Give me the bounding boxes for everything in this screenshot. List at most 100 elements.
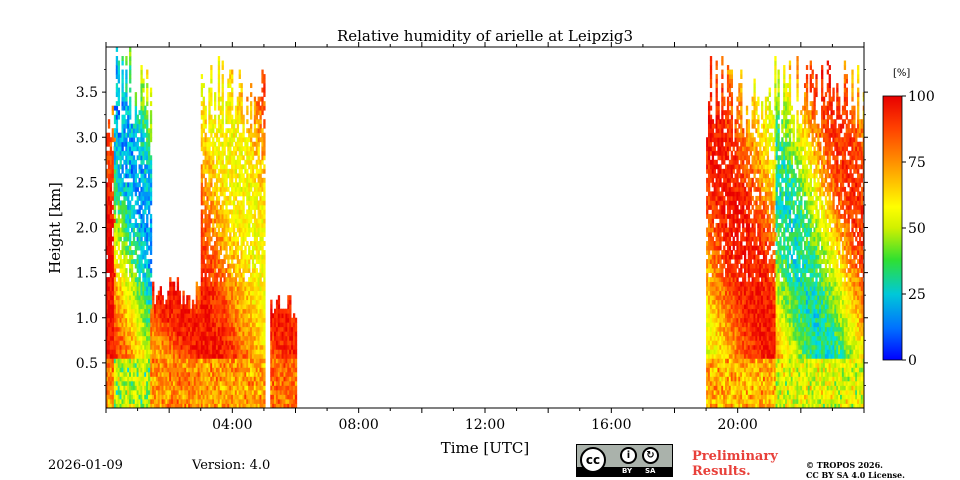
humidity-cell bbox=[154, 304, 157, 310]
humidity-cell bbox=[212, 128, 215, 134]
humidity-cell bbox=[109, 241, 113, 246]
humidity-cell bbox=[107, 218, 111, 224]
humidity-cell bbox=[130, 277, 134, 283]
humidity-cell bbox=[121, 87, 124, 93]
humidity-cell bbox=[115, 186, 119, 192]
humidity-cell bbox=[119, 340, 122, 346]
humidity-cell bbox=[263, 272, 266, 278]
humidity-cell bbox=[130, 358, 134, 364]
humidity-cell bbox=[106, 173, 109, 179]
humidity-cell bbox=[113, 254, 117, 260]
humidity-cell bbox=[134, 241, 138, 246]
humidity-cell bbox=[113, 150, 117, 156]
humidity-cell bbox=[709, 105, 713, 111]
humidity-cell bbox=[123, 137, 126, 143]
humidity-cell bbox=[113, 286, 117, 292]
humidity-cell bbox=[294, 326, 298, 332]
humidity-cell bbox=[152, 331, 155, 337]
humidity-cell bbox=[251, 146, 255, 152]
humidity-cell bbox=[144, 299, 147, 305]
humidity-cell bbox=[142, 182, 145, 188]
humidity-cell bbox=[242, 272, 245, 278]
humidity-cell bbox=[214, 101, 217, 107]
humidity-cell bbox=[234, 177, 238, 183]
humidity-cell bbox=[127, 403, 130, 408]
humidity-cell bbox=[115, 177, 119, 183]
humidity-cell bbox=[210, 65, 213, 70]
humidity-cell bbox=[129, 308, 132, 314]
humidity-cell bbox=[107, 277, 111, 283]
humidity-cell bbox=[107, 398, 111, 404]
humidity-cell bbox=[113, 353, 117, 359]
humidity-cell bbox=[138, 398, 141, 404]
humidity-cell bbox=[125, 313, 128, 319]
humidity-cell bbox=[115, 87, 119, 93]
humidity-cell bbox=[138, 286, 141, 292]
humidity-cell bbox=[294, 340, 298, 346]
humidity-cell bbox=[113, 222, 117, 228]
humidity-cell bbox=[149, 281, 153, 287]
humidity-cell bbox=[132, 250, 136, 255]
humidity-cell bbox=[210, 101, 213, 107]
humidity-cell bbox=[263, 322, 266, 328]
humidity-cell bbox=[113, 277, 117, 283]
humidity-cell bbox=[109, 159, 113, 165]
humidity-cell bbox=[155, 353, 159, 359]
humidity-cell bbox=[119, 259, 122, 264]
humidity-cell bbox=[107, 119, 111, 125]
humidity-cell bbox=[121, 326, 124, 332]
humidity-cell bbox=[142, 114, 145, 120]
humidity-cell bbox=[140, 245, 143, 251]
humidity-cell bbox=[150, 371, 153, 377]
humidity-cell bbox=[115, 137, 119, 143]
humidity-cell bbox=[125, 322, 128, 328]
humidity-cell bbox=[130, 331, 134, 337]
humidity-cell bbox=[115, 110, 119, 116]
humidity-cell bbox=[107, 349, 111, 355]
humidity-cell bbox=[146, 344, 149, 350]
humidity-cell bbox=[115, 146, 119, 152]
humidity-cell bbox=[123, 101, 126, 107]
humidity-cell bbox=[129, 168, 132, 174]
humidity-cell bbox=[261, 236, 264, 242]
humidity-cell bbox=[123, 371, 126, 377]
humidity-cell bbox=[125, 403, 128, 408]
humidity-cell bbox=[221, 159, 224, 165]
humidity-cell bbox=[248, 191, 251, 197]
humidity-cell bbox=[289, 295, 292, 301]
humidity-cell bbox=[146, 232, 149, 237]
humidity-cell bbox=[106, 290, 109, 296]
humidity-cell bbox=[113, 272, 116, 278]
humidity-cell bbox=[115, 403, 119, 408]
humidity-cell bbox=[706, 272, 709, 278]
humidity-cell bbox=[294, 398, 298, 404]
humidity-cell bbox=[210, 92, 213, 98]
humidity-cell bbox=[125, 191, 128, 197]
humidity-cell bbox=[148, 159, 151, 165]
humidity-cell bbox=[107, 344, 111, 350]
humidity-cell bbox=[121, 141, 124, 147]
humidity-cell bbox=[115, 141, 119, 147]
humidity-cell bbox=[231, 141, 234, 147]
humidity-cell bbox=[121, 290, 124, 296]
humidity-cell bbox=[125, 268, 128, 274]
humidity-cell bbox=[200, 213, 204, 219]
humidity-cell bbox=[115, 191, 119, 197]
humidity-cell bbox=[106, 227, 109, 233]
humidity-cell bbox=[117, 132, 120, 138]
humidity-cell bbox=[146, 317, 149, 323]
humidity-cell bbox=[121, 268, 124, 274]
humidity-cell bbox=[149, 132, 153, 138]
humidity-cell bbox=[154, 349, 157, 355]
humidity-cell bbox=[130, 326, 134, 332]
humidity-cell bbox=[134, 340, 138, 346]
humidity-cell bbox=[130, 123, 134, 129]
humidity-cell bbox=[117, 358, 120, 364]
humidity-cell bbox=[115, 371, 119, 377]
humidity-cell bbox=[149, 200, 153, 206]
humidity-cell bbox=[152, 286, 155, 292]
humidity-cell bbox=[132, 304, 136, 310]
humidity-cell bbox=[251, 259, 255, 264]
humidity-cell bbox=[113, 213, 117, 219]
humidity-cell bbox=[248, 232, 251, 237]
